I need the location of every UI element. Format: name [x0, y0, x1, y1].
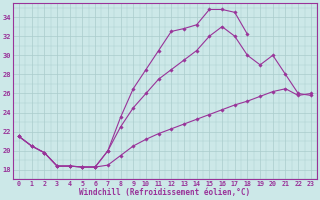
- X-axis label: Windchill (Refroidissement éolien,°C): Windchill (Refroidissement éolien,°C): [79, 188, 251, 197]
